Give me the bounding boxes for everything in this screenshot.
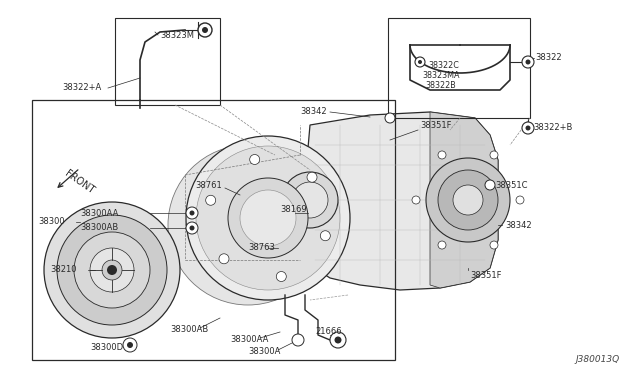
Circle shape <box>412 196 420 204</box>
Text: 38322B: 38322B <box>425 80 456 90</box>
Circle shape <box>202 27 208 33</box>
Circle shape <box>219 254 229 264</box>
Text: 38351F: 38351F <box>470 270 502 279</box>
Text: 38351C: 38351C <box>495 180 527 189</box>
Circle shape <box>168 145 328 305</box>
Circle shape <box>240 190 296 246</box>
Circle shape <box>522 56 534 68</box>
Circle shape <box>321 231 330 241</box>
Circle shape <box>330 332 346 348</box>
Circle shape <box>525 60 531 64</box>
Circle shape <box>307 172 317 182</box>
Circle shape <box>453 185 483 215</box>
Bar <box>115 18 220 105</box>
Text: 38342: 38342 <box>300 108 326 116</box>
Circle shape <box>196 146 340 290</box>
Circle shape <box>438 151 446 159</box>
Text: 38322: 38322 <box>535 54 562 62</box>
Circle shape <box>186 222 198 234</box>
Circle shape <box>189 211 195 215</box>
Circle shape <box>516 196 524 204</box>
Circle shape <box>276 272 286 282</box>
Circle shape <box>189 225 195 231</box>
Text: 38323MA: 38323MA <box>422 71 460 80</box>
Circle shape <box>282 172 338 228</box>
Circle shape <box>522 122 534 134</box>
Bar <box>32 100 395 360</box>
Circle shape <box>385 113 395 123</box>
Circle shape <box>198 23 212 37</box>
Circle shape <box>250 154 260 164</box>
Circle shape <box>438 241 446 249</box>
Text: 38300D: 38300D <box>90 343 123 352</box>
Circle shape <box>292 182 328 218</box>
Text: 38351F: 38351F <box>420 121 451 129</box>
Text: 38323M: 38323M <box>160 31 194 39</box>
Circle shape <box>335 337 342 343</box>
Circle shape <box>127 342 133 348</box>
Circle shape <box>490 151 498 159</box>
Text: 38300AB: 38300AB <box>80 224 118 232</box>
Bar <box>388 18 530 118</box>
Text: J380013Q: J380013Q <box>575 356 620 365</box>
Circle shape <box>102 260 122 280</box>
Circle shape <box>418 60 422 64</box>
Circle shape <box>57 215 167 325</box>
Circle shape <box>218 195 278 255</box>
Circle shape <box>186 207 198 219</box>
Text: 38322+A: 38322+A <box>62 83 101 93</box>
Text: 38322+B: 38322+B <box>533 124 572 132</box>
Circle shape <box>485 180 495 190</box>
Circle shape <box>74 232 150 308</box>
Circle shape <box>292 334 304 346</box>
Circle shape <box>107 265 117 275</box>
Text: 38300AA: 38300AA <box>230 336 268 344</box>
Circle shape <box>426 158 510 242</box>
Text: 38300AA: 38300AA <box>80 208 118 218</box>
Circle shape <box>44 202 180 338</box>
Circle shape <box>186 136 350 300</box>
Text: 38761: 38761 <box>195 180 221 189</box>
Polygon shape <box>300 112 498 290</box>
Text: 38169: 38169 <box>280 205 307 215</box>
Circle shape <box>438 170 498 230</box>
Circle shape <box>205 195 216 205</box>
Text: 38210: 38210 <box>50 266 77 275</box>
Text: 38322C: 38322C <box>428 61 459 70</box>
Text: 38342: 38342 <box>505 221 532 230</box>
Text: 38300A: 38300A <box>248 347 280 356</box>
Circle shape <box>193 170 303 280</box>
Circle shape <box>415 57 425 67</box>
Polygon shape <box>430 112 498 288</box>
Text: 38300: 38300 <box>38 218 65 227</box>
Circle shape <box>490 241 498 249</box>
Circle shape <box>90 248 134 292</box>
Text: 38300AB: 38300AB <box>170 326 208 334</box>
Circle shape <box>228 178 308 258</box>
Text: 38763: 38763 <box>248 244 275 253</box>
Text: FRONT: FRONT <box>63 169 96 196</box>
Circle shape <box>123 338 137 352</box>
Circle shape <box>525 125 531 131</box>
Text: 21666: 21666 <box>315 327 342 337</box>
